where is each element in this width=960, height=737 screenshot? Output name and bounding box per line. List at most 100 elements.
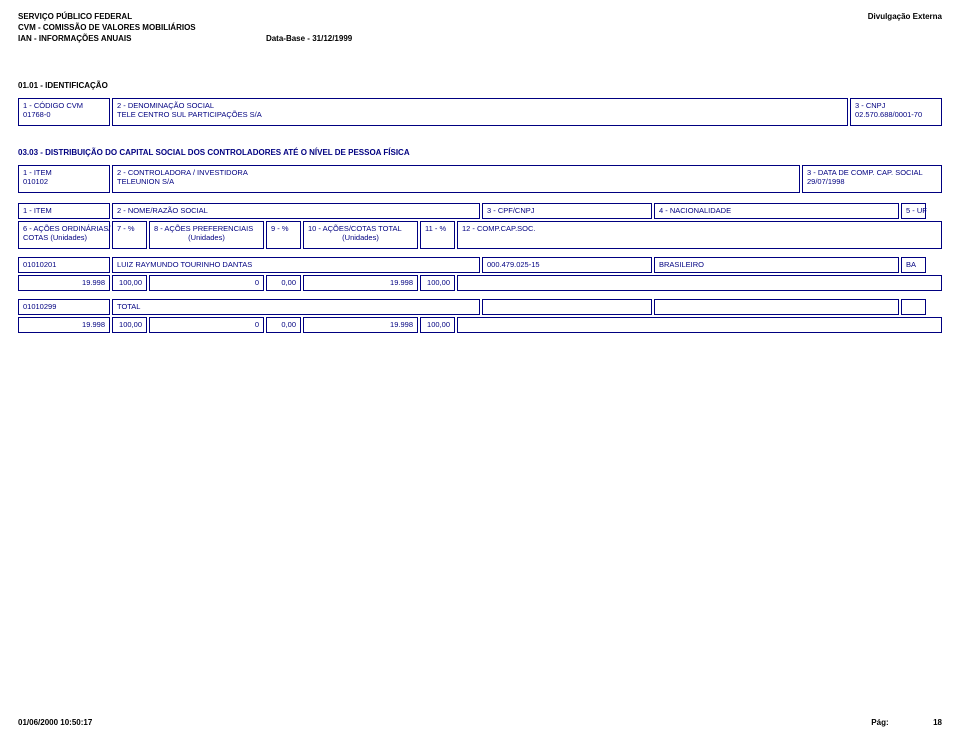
col-item: 1 - ITEM bbox=[18, 203, 110, 219]
cell-item: 01010299 bbox=[18, 299, 110, 315]
footer-page: Pág: 18 bbox=[871, 718, 942, 727]
cell-p2-value: 0,00 bbox=[271, 320, 296, 329]
cell-p3: 100,00 bbox=[420, 275, 455, 291]
col-p1: 7 - % bbox=[112, 221, 147, 249]
data-row-vals: 19.998 100,00 0 0,00 19.998 100,00 bbox=[18, 275, 942, 291]
box-cnpj: 3 - CNPJ 02.570.688/0001-70 bbox=[850, 98, 942, 126]
page-header: SERVIÇO PÚBLICO FEDERAL CVM - COMISSÃO D… bbox=[18, 12, 942, 45]
data-row: 01010201 LUIZ RAYMUNDO TOURINHO DANTAS 0… bbox=[18, 257, 942, 273]
header-left: SERVIÇO PÚBLICO FEDERAL CVM - COMISSÃO D… bbox=[18, 12, 352, 45]
cell-pref: 0 bbox=[149, 317, 264, 333]
ident-row: 1 - CÓDIGO CVM 01768-0 2 - DENOMINAÇÃO S… bbox=[18, 98, 942, 126]
header-line2: CVM - COMISSÃO DE VALORES MOBILIÁRIOS bbox=[18, 23, 352, 32]
cell-comp bbox=[457, 275, 942, 291]
cell-p3-value: 100,00 bbox=[425, 278, 450, 287]
col-cpf: 3 - CPF/CNPJ bbox=[482, 203, 652, 219]
box-denom: 2 - DENOMINAÇÃO SOCIAL TELE CENTRO SUL P… bbox=[112, 98, 848, 126]
cell-p1: 100,00 bbox=[112, 275, 147, 291]
ctrl-row: 1 - ITEM 010102 2 - CONTROLADORA / INVES… bbox=[18, 165, 942, 193]
col-cpf-label: 3 - CPF/CNPJ bbox=[487, 206, 647, 215]
page-footer: 01/06/2000 10:50:17 Pág: 18 bbox=[18, 718, 942, 727]
footer-page-num: 18 bbox=[933, 718, 942, 727]
cell-ord: 19.998 bbox=[18, 317, 110, 333]
col-tot: 10 - AÇÕES/COTAS TOTAL (Unidades) bbox=[303, 221, 418, 249]
cell-nome: LUIZ RAYMUNDO TOURINHO DANTAS bbox=[112, 257, 480, 273]
denom-value: TELE CENTRO SUL PARTICIPAÇÕES S/A bbox=[117, 110, 843, 119]
cell-nome-value: TOTAL bbox=[117, 302, 475, 311]
data-label: 3 - DATA DE COMP. CAP. SOCIAL bbox=[807, 168, 937, 177]
cell-tot: 19.998 bbox=[303, 317, 418, 333]
col-p3: 11 - % bbox=[420, 221, 455, 249]
ctrl-label: 2 - CONTROLADORA / INVESTIDORA bbox=[117, 168, 795, 177]
ctrl-value: TELEUNION S/A bbox=[117, 177, 795, 186]
section1-title: 01.01 - IDENTIFICAÇÃO bbox=[18, 81, 942, 90]
cell-p1-value: 100,00 bbox=[117, 320, 142, 329]
footer-page-label: Pág: bbox=[871, 718, 888, 727]
col-p2: 9 - % bbox=[266, 221, 301, 249]
data-value: 29/07/1998 bbox=[807, 177, 937, 186]
page: SERVIÇO PÚBLICO FEDERAL CVM - COMISSÃO D… bbox=[0, 0, 960, 737]
header-divulg: Divulgação Externa bbox=[868, 12, 942, 45]
cell-ord: 19.998 bbox=[18, 275, 110, 291]
col-nome: 2 - NOME/RAZÃO SOCIAL bbox=[112, 203, 480, 219]
cell-uf-value: BA bbox=[906, 260, 921, 269]
cell-nome: TOTAL bbox=[112, 299, 480, 315]
col-tot-label2: (Unidades) bbox=[308, 233, 413, 242]
col-ord-label2: COTAS (Unidades) bbox=[23, 233, 105, 242]
cell-item-value: 01010201 bbox=[23, 260, 105, 269]
col-comp-label: 12 - COMP.CAP.SOC. bbox=[462, 224, 937, 233]
cell-nac: BRASILEIRO bbox=[654, 257, 899, 273]
cell-pref-value: 0 bbox=[154, 278, 259, 287]
col-nac-label: 4 - NACIONALIDADE bbox=[659, 206, 894, 215]
item-label: 1 - ITEM bbox=[23, 168, 105, 177]
cell-tot: 19.998 bbox=[303, 275, 418, 291]
box-item: 1 - ITEM 010102 bbox=[18, 165, 110, 193]
cell-pref-value: 0 bbox=[154, 320, 259, 329]
cell-cpf: 000.479.025-15 bbox=[482, 257, 652, 273]
col-header-row1: 1 - ITEM 2 - NOME/RAZÃO SOCIAL 3 - CPF/C… bbox=[18, 203, 942, 219]
cell-tot-value: 19.998 bbox=[308, 278, 413, 287]
cell-p1: 100,00 bbox=[112, 317, 147, 333]
codigo-cvm-value: 01768-0 bbox=[23, 110, 105, 119]
cell-uf bbox=[901, 299, 926, 315]
cell-p2: 0,00 bbox=[266, 275, 301, 291]
cnpj-value: 02.570.688/0001-70 bbox=[855, 110, 937, 119]
col-p3-label: 11 - % bbox=[425, 224, 450, 233]
box-codigo-cvm: 1 - CÓDIGO CVM 01768-0 bbox=[18, 98, 110, 126]
col-uf-label: 5 - UF bbox=[906, 206, 921, 215]
section2-title: 03.03 - DISTRIBUIÇÃO DO CAPITAL SOCIAL D… bbox=[18, 148, 942, 157]
box-data-comp: 3 - DATA DE COMP. CAP. SOCIAL 29/07/1998 bbox=[802, 165, 942, 193]
col-pref-label2: (Unidades) bbox=[154, 233, 259, 242]
col-pref-label1: 8 - AÇÕES PREFERENCIAIS bbox=[154, 224, 259, 233]
col-nome-label: 2 - NOME/RAZÃO SOCIAL bbox=[117, 206, 475, 215]
cell-cpf-value: 000.479.025-15 bbox=[487, 260, 647, 269]
cell-uf: BA bbox=[901, 257, 926, 273]
item-value: 010102 bbox=[23, 177, 105, 186]
cell-cpf bbox=[482, 299, 652, 315]
denom-label: 2 - DENOMINAÇÃO SOCIAL bbox=[117, 101, 843, 110]
cell-p3-value: 100,00 bbox=[425, 320, 450, 329]
col-ord: 6 - AÇÕES ORDINÁRIAS/ COTAS (Unidades) bbox=[18, 221, 110, 249]
cell-ord-value: 19.998 bbox=[23, 278, 105, 287]
cell-ord-value: 19.998 bbox=[23, 320, 105, 329]
col-item-label: 1 - ITEM bbox=[23, 206, 105, 215]
cell-p2: 0,00 bbox=[266, 317, 301, 333]
col-uf: 5 - UF bbox=[901, 203, 926, 219]
col-comp: 12 - COMP.CAP.SOC. bbox=[457, 221, 942, 249]
cell-item-value: 01010299 bbox=[23, 302, 105, 311]
cell-item: 01010201 bbox=[18, 257, 110, 273]
col-p2-label: 9 - % bbox=[271, 224, 296, 233]
box-controladora: 2 - CONTROLADORA / INVESTIDORA TELEUNION… bbox=[112, 165, 800, 193]
col-tot-label1: 10 - AÇÕES/COTAS TOTAL bbox=[308, 224, 413, 233]
cell-nac bbox=[654, 299, 899, 315]
cell-comp bbox=[457, 317, 942, 333]
cell-nac-value: BRASILEIRO bbox=[659, 260, 894, 269]
cell-nome-value: LUIZ RAYMUNDO TOURINHO DANTAS bbox=[117, 260, 475, 269]
data-row-vals: 19.998 100,00 0 0,00 19.998 100,00 bbox=[18, 317, 942, 333]
cell-p2-value: 0,00 bbox=[271, 278, 296, 287]
codigo-cvm-label: 1 - CÓDIGO CVM bbox=[23, 101, 105, 110]
header-line3-right: Data-Base - 31/12/1999 bbox=[266, 34, 352, 43]
col-p1-label: 7 - % bbox=[117, 224, 142, 233]
col-nac: 4 - NACIONALIDADE bbox=[654, 203, 899, 219]
col-pref: 8 - AÇÕES PREFERENCIAIS (Unidades) bbox=[149, 221, 264, 249]
